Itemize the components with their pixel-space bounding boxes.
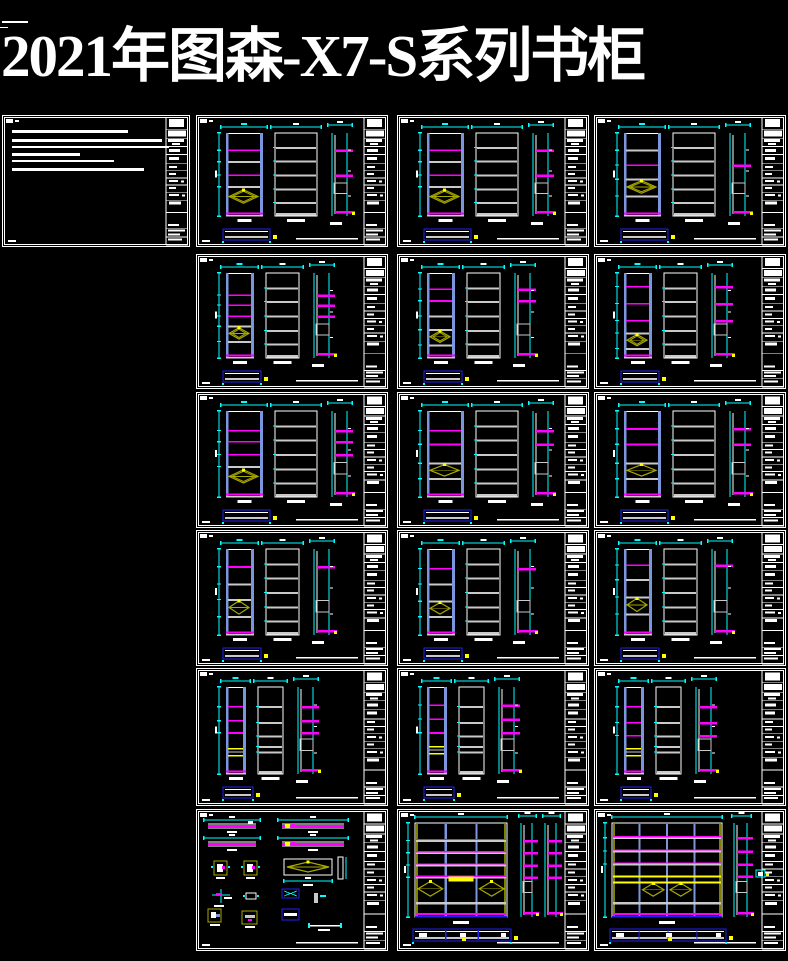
sheet-drawing-r1-c1 (196, 254, 388, 389)
corner-dash-small (0, 27, 8, 28)
sheet-drawing-r1-c3 (594, 254, 786, 389)
sheet-drawing-r2-c1 (196, 392, 388, 528)
bookcase-drawing-sheet (594, 668, 786, 806)
sheet-drawing-r2-c3 (594, 392, 786, 528)
bookcase-drawing-sheet (594, 115, 786, 247)
sheet-drawing-r3-c2 (397, 530, 589, 666)
wide-bookcase-sheet (594, 809, 786, 951)
bookcase-drawing-sheet (397, 392, 589, 528)
wide-bookcase-sheet (397, 809, 589, 951)
sheet-drawing-r0-c2 (397, 115, 589, 247)
sheet-drawing-r0-c3 (594, 115, 786, 247)
bookcase-drawing-sheet (196, 668, 388, 806)
sheet-drawing-r0-c1 (196, 115, 388, 247)
corner-dash (2, 21, 28, 23)
sheet-drawing-r5-c2 (397, 809, 589, 951)
sheet-drawing-r4-c2 (397, 668, 589, 806)
bookcase-drawing-sheet (594, 254, 786, 389)
bookcase-drawing-sheet (196, 115, 388, 247)
bookcase-drawing-sheet (397, 530, 589, 666)
sheet-drawing-r5-c3 (594, 809, 786, 951)
bookcase-drawing-sheet (594, 530, 786, 666)
notes-sheet (2, 115, 190, 247)
sheet-drawing-r4-c3 (594, 668, 786, 806)
sheet-drawing-r1-c2 (397, 254, 589, 389)
sheet-drawing-r3-c1 (196, 530, 388, 666)
sheet-drawing-r5-c1 (196, 809, 388, 951)
sheet-drawing-r3-c3 (594, 530, 786, 666)
bookcase-drawing-sheet (397, 254, 589, 389)
bookcase-drawing-sheet (196, 254, 388, 389)
bookcase-drawing-sheet (196, 530, 388, 666)
sheet-drawing-r2-c2 (397, 392, 589, 528)
sheet-drawing-r0-c0 (2, 115, 190, 247)
bookcase-drawing-sheet (397, 115, 589, 247)
series-title: 2021年图森-X7-S系列书柜 (1, 23, 646, 89)
details-sheet (196, 809, 388, 951)
bookcase-drawing-sheet (594, 392, 786, 528)
bookcase-drawing-sheet (196, 392, 388, 528)
bookcase-drawing-sheet (397, 668, 589, 806)
sheet-drawing-r4-c1 (196, 668, 388, 806)
